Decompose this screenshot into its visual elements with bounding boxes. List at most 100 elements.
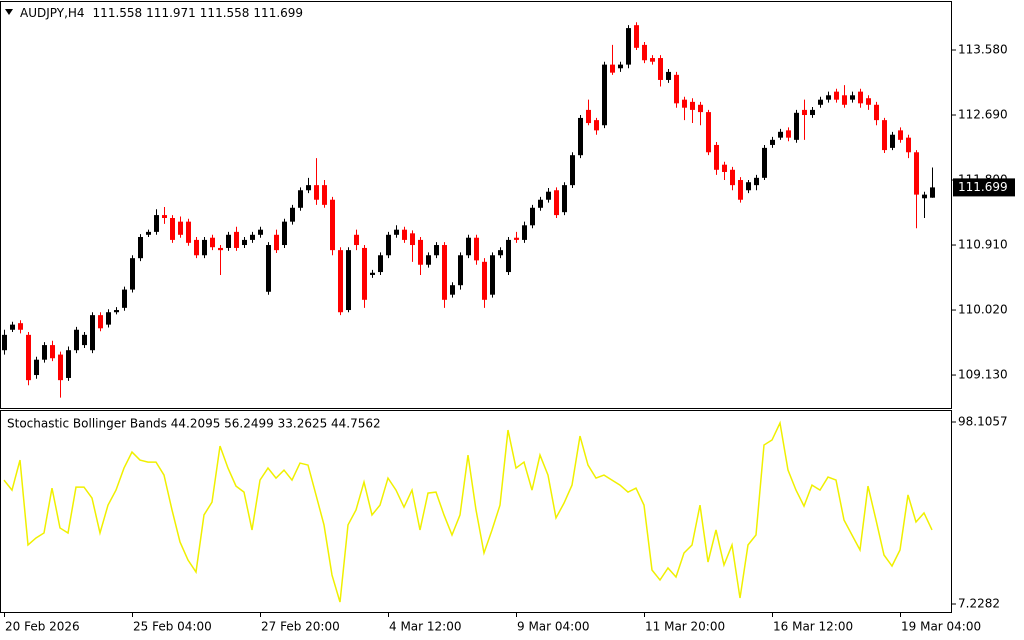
current-price-box <box>953 178 1015 197</box>
candle-body <box>442 245 447 300</box>
candle-body <box>498 250 503 256</box>
candle-body <box>690 101 695 110</box>
candle-body <box>346 250 351 311</box>
candle-body <box>642 44 647 61</box>
candle-body <box>522 225 527 240</box>
candle-body <box>138 236 143 259</box>
candle-body <box>394 229 399 235</box>
candle-body <box>130 258 135 290</box>
last-open: 111.558 <box>93 6 143 20</box>
candle-body <box>882 120 887 151</box>
candle-body <box>66 350 71 378</box>
candle-body <box>42 345 47 360</box>
candle-body <box>82 334 87 346</box>
candle-body <box>210 237 215 248</box>
candle-body <box>282 221 287 246</box>
candle-body <box>154 215 159 232</box>
candle-body <box>450 285 455 295</box>
symbol-title: AUDJPY,H4 <box>20 6 85 20</box>
candle-body <box>178 221 183 235</box>
candle-body <box>706 112 711 153</box>
candle-body <box>746 182 751 191</box>
candle-body <box>258 229 263 235</box>
x-tick-label: 9 Mar 04:00 <box>517 620 590 634</box>
candle-body <box>890 134 895 148</box>
candle-body <box>34 359 39 376</box>
candle-body <box>506 239 511 273</box>
candle-body <box>90 315 95 351</box>
y-tick-label: 113.580 <box>958 43 1008 57</box>
y-tick-label: 110.910 <box>958 238 1008 252</box>
candle-body <box>802 109 807 116</box>
candle-body <box>338 250 343 313</box>
candle-body <box>634 25 639 48</box>
candle-body <box>10 324 15 330</box>
x-tick-label: 27 Feb 20:00 <box>261 620 340 634</box>
candle-body <box>818 99 823 105</box>
candle-body <box>786 130 791 138</box>
last-low: 111.558 <box>200 6 250 20</box>
x-tick-label: 11 Mar 20:00 <box>645 620 725 634</box>
candle-body <box>738 180 743 200</box>
indicator-line <box>3 420 933 603</box>
candle-body <box>146 231 151 235</box>
candle-body <box>770 139 775 145</box>
candle-body <box>578 117 583 156</box>
x-tick-label: 16 Mar 12:00 <box>773 620 853 634</box>
candle-body <box>242 239 247 246</box>
candle-body <box>218 247 223 251</box>
candle-body <box>322 185 327 205</box>
candle-body <box>298 190 303 208</box>
candle-body <box>74 329 79 351</box>
candle-body <box>418 239 423 265</box>
candle-body <box>906 137 911 153</box>
candle-body <box>658 58 663 80</box>
candle-body <box>314 185 319 200</box>
candle-body <box>778 131 783 138</box>
candle-body <box>482 261 487 300</box>
candle-body <box>330 199 335 251</box>
candle-body <box>194 239 199 256</box>
candle-body <box>682 99 687 108</box>
candle-body <box>410 233 415 246</box>
candle-body <box>666 71 671 80</box>
candle-body <box>610 64 615 73</box>
candle-body <box>370 272 375 275</box>
y-tick-label: 7.2282 <box>958 597 1000 611</box>
last-close: 111.699 <box>253 6 303 20</box>
candle-body <box>898 130 903 140</box>
candle-body <box>122 289 127 308</box>
candle-body <box>866 98 871 105</box>
candle-body <box>434 245 439 256</box>
candle-body <box>914 152 919 195</box>
candle-body <box>530 207 535 226</box>
candle-body <box>466 237 471 256</box>
candle-body <box>674 74 679 104</box>
candle-body <box>354 234 359 246</box>
candle-body <box>714 144 719 170</box>
candle-body <box>18 323 23 330</box>
chart-header: AUDJPY,H4 111.558 111.971 111.558 111.699 <box>20 6 303 20</box>
y-tick-label: 109.130 <box>958 368 1008 382</box>
candle-body <box>26 334 31 381</box>
candle-body <box>114 310 119 313</box>
candle-body <box>378 255 383 273</box>
symbol-menu-arrow[interactable] <box>5 9 13 15</box>
candle-body <box>162 215 167 219</box>
candle-body <box>106 312 111 325</box>
candle-body <box>850 95 855 100</box>
candle-body <box>602 64 607 126</box>
candle-body <box>386 234 391 256</box>
candle-body <box>458 255 463 286</box>
candle-body <box>922 194 927 199</box>
candle-body <box>290 207 295 222</box>
candle-body <box>794 112 799 140</box>
candle-body <box>618 64 623 69</box>
candle-body <box>266 245 271 292</box>
candle-body <box>834 91 839 100</box>
candle-body <box>562 185 567 213</box>
candle-body <box>50 345 55 359</box>
candle-body <box>234 231 239 248</box>
indicator-title: Stochastic Bollinger Bands 44.2095 56.24… <box>7 417 381 431</box>
candle-body <box>810 109 815 116</box>
